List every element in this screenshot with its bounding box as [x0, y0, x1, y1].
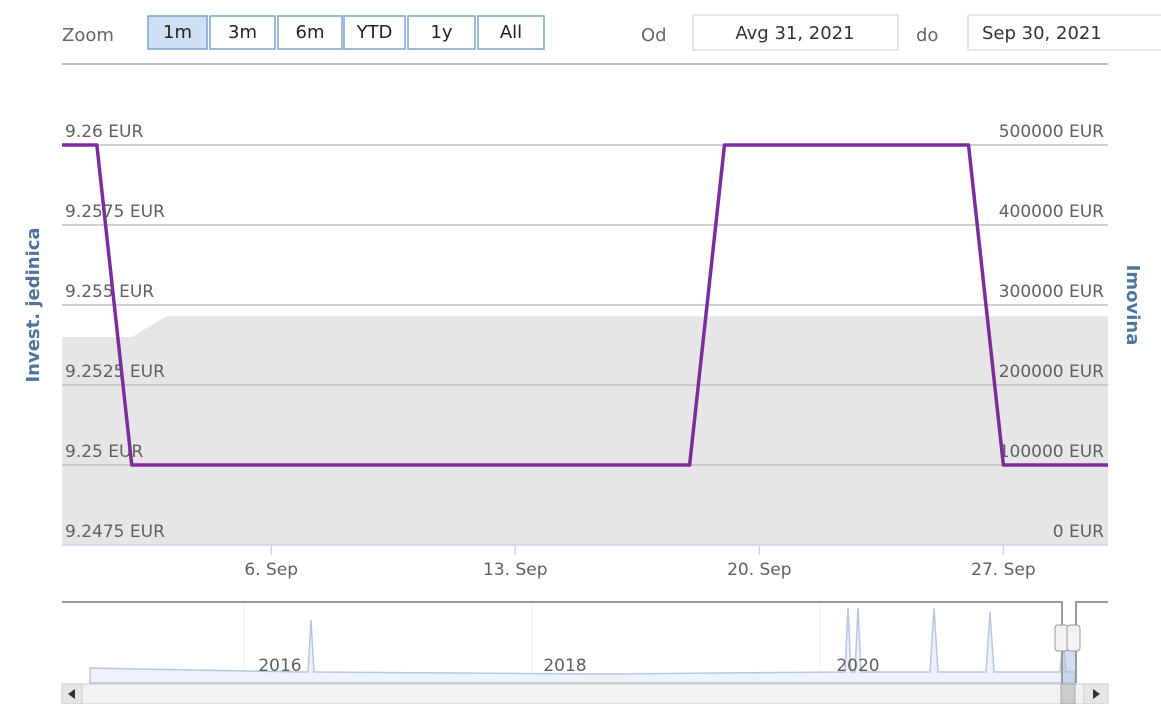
scrollbar-track [61, 683, 1109, 704]
zoom-button[interactable] [147, 15, 208, 50]
y2-tick-label: 100000 EUR [999, 442, 1104, 462]
y2-tick-label: 500000 EUR [999, 122, 1104, 142]
to-input[interactable] [967, 14, 1161, 51]
navigator-labels: 2016 2018 2020 [258, 656, 879, 676]
y-axis-title: Invest. jedinica [23, 227, 44, 382]
y2-axis-title: Imovina [1122, 265, 1143, 346]
x-tick-label: 27. Sep [971, 560, 1035, 580]
x-tick-label: 20. Sep [727, 560, 791, 580]
y-tick-label: 9.2575 EUR [65, 202, 165, 222]
zoom-button-label: 6m [296, 22, 325, 43]
y2-tick-label: 300000 EUR [999, 282, 1104, 302]
navigator-handle[interactable] [1054, 624, 1069, 652]
zoom-button[interactable] [277, 15, 343, 50]
navigator-label: 2016 [258, 656, 301, 676]
y-tick-label: 9.2525 EUR [65, 362, 165, 382]
navigator-outline [62, 601, 1108, 683]
to-value: Sep 30, 2021 [982, 23, 1102, 44]
line [62, 143, 1108, 467]
y2-tick-label: 200000 EUR [999, 362, 1104, 382]
plot-area: 9.2475 EUR 9.25 EUR 9.2525 EUR 9.255 EUR 9.2… [62, 122, 1108, 580]
navigator-handle[interactable] [1066, 624, 1081, 652]
x-tick-label: 6. Sep [244, 560, 298, 580]
from-value: Avg 31, 2021 [735, 23, 854, 44]
zoom-button[interactable] [343, 15, 406, 50]
area [62, 316, 1108, 545]
to-label: do [916, 25, 938, 46]
y-tick-label: 9.26 EUR [65, 122, 143, 142]
zoom-button-label: All [500, 22, 522, 43]
scrollbar [61, 683, 1109, 704]
zoom-button-label: 3m [228, 22, 257, 43]
x-tick-label: 13. Sep [483, 560, 547, 580]
y-tick-label: 9.25 EUR [65, 442, 143, 462]
arrow-left [68, 689, 75, 699]
arrow-right [1093, 689, 1100, 699]
navigator: 2016 2018 2020 [62, 601, 1108, 684]
scrollbar-thumb[interactable] [1060, 683, 1076, 704]
zoom-button-label: YTD [356, 22, 393, 43]
range-selector: Zoom 1m 3m 6m YTD 1y All Od Avg 31, 2021 do Sep 30… [62, 14, 1161, 51]
zoom-button[interactable] [209, 15, 276, 50]
y2-tick-label: 400000 EUR [999, 202, 1104, 222]
y2-tick-label: 0 EUR [1053, 522, 1104, 542]
from-label: Od [641, 25, 667, 46]
zoom-button[interactable] [477, 15, 545, 50]
navigator-label: 2018 [543, 656, 586, 676]
y-tick-label: 9.255 EUR [65, 282, 154, 302]
navigator-label: 2020 [836, 656, 879, 676]
zoom-button[interactable] [407, 15, 476, 50]
zoom-button-label: 1y [430, 22, 452, 43]
zoom-label: Zoom [62, 25, 114, 46]
from-input[interactable] [692, 14, 899, 51]
zoom-button-label: 1m [163, 22, 192, 43]
y-tick-label: 9.2475 EUR [65, 522, 165, 542]
